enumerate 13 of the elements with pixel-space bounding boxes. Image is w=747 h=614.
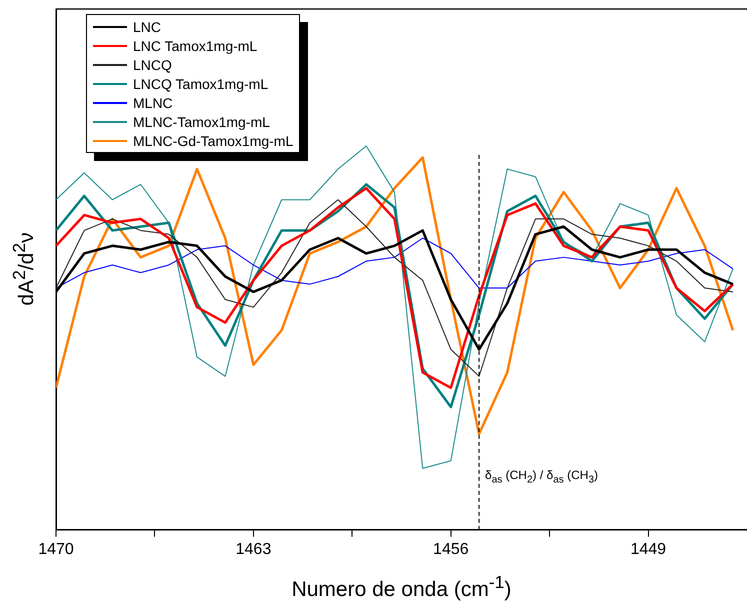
legend-label: LNCQ Tamox1mg-mL [133,76,268,92]
x-tick-label: 1470 [38,540,74,558]
x-tick-label: 1449 [630,540,666,558]
x-tick-label: 1456 [433,540,469,558]
legend-label: LNCQ [133,56,172,72]
legend-label: LNC Tamox1mg-mL [133,38,258,54]
x-axis-title: Numero de onda (cm$^{-1}$) [292,572,512,602]
legend-label: MLNC-Tamox1mg-mL [133,114,270,130]
x-tick-label: 1463 [236,540,272,558]
text: δ$_{as}$ (CH$_{2}$) / δ$_{as}$ (CH$_{3}$) [485,468,598,486]
legend-label: LNC [133,18,162,34]
legend-label: MLNC [133,94,173,110]
legend-label: MLNC-Gd-Tamox1mg-mL [133,132,294,148]
